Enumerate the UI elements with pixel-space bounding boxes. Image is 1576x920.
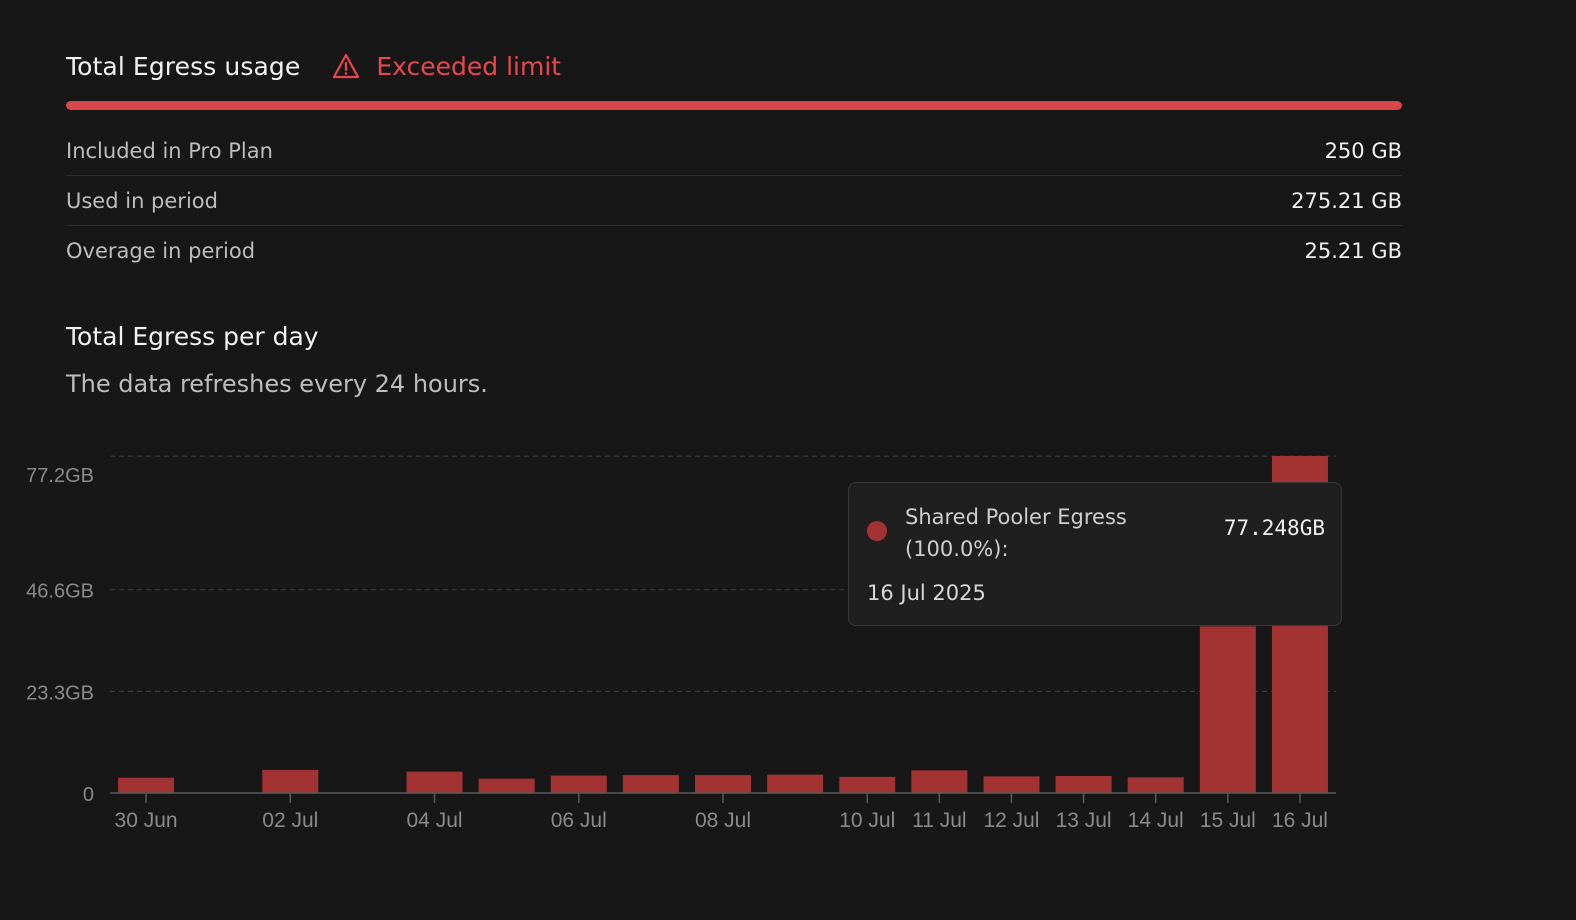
exceeded-limit-label: Exceeded limit	[376, 51, 562, 81]
usage-summary-list: Included in Pro Plan 250 GB Used in peri…	[66, 126, 1402, 275]
x-tick-label: 13 Jul	[1056, 809, 1112, 832]
x-tick-label: 15 Jul	[1200, 809, 1256, 832]
usage-title: Total Egress usage	[66, 51, 301, 81]
x-tick-label: 10 Jul	[839, 809, 895, 832]
bar	[911, 770, 968, 793]
x-tick-label: 02 Jul	[262, 809, 318, 832]
bar	[1127, 777, 1184, 793]
tooltip-value: 77.248GB	[1223, 516, 1325, 540]
bar	[622, 775, 679, 793]
overage-label: Overage in period	[66, 238, 256, 263]
bar	[118, 777, 175, 793]
bar	[839, 776, 896, 793]
bar	[695, 775, 751, 793]
bar	[767, 774, 824, 793]
x-tick-label: 11 Jul	[912, 809, 966, 832]
usage-progress-fill	[66, 101, 1402, 110]
bar	[406, 771, 463, 793]
bar	[550, 775, 607, 793]
x-tick-label: 30 Jun	[115, 809, 178, 832]
bar	[1199, 626, 1256, 793]
x-tick-label: 12 Jul	[983, 809, 1039, 832]
used-value: 275.21 GB	[1291, 188, 1402, 213]
per-day-title: Total Egress per day	[66, 322, 319, 351]
x-tick-label: 14 Jul	[1128, 809, 1184, 832]
tooltip-date: 16 Jul 2025	[867, 581, 986, 605]
x-tick-label: 16 Jul	[1272, 809, 1328, 832]
x-tick-label: 08 Jul	[695, 809, 751, 832]
x-tick-label: 06 Jul	[551, 809, 607, 832]
y-tick-label: 23.3GB	[26, 682, 94, 704]
used-label: Used in period	[66, 188, 218, 213]
y-tick-label: 46.6GB	[26, 581, 94, 603]
warning-triangle-icon	[333, 53, 360, 79]
per-day-subtitle: The data refreshes every 24 hours.	[66, 370, 488, 398]
y-tick-label: 77.2GB	[26, 465, 94, 487]
y-tick-label: 0	[83, 784, 94, 806]
exceeded-limit-badge: Exceeded limit	[332, 52, 561, 81]
usage-header: Total Egress usage Exceeded limit	[66, 48, 561, 84]
usage-progress-bar	[66, 101, 1402, 110]
included-value: 250 GB	[1324, 138, 1402, 163]
used-row: Used in period 275.21 GB	[66, 176, 1402, 226]
x-tick-label: 04 Jul	[407, 809, 463, 832]
bar	[262, 769, 319, 793]
included-label: Included in Pro Plan	[66, 138, 273, 163]
series-color-dot	[867, 521, 887, 541]
included-row: Included in Pro Plan 250 GB	[66, 126, 1402, 176]
tooltip-series-name: Shared Pooler Egress (100.0%):	[905, 505, 1127, 561]
chart-tooltip: Shared Pooler Egress (100.0%): 77.248GB …	[848, 482, 1342, 626]
bar	[983, 776, 1040, 793]
bar	[1055, 775, 1112, 793]
overage-row: Overage in period 25.21 GB	[66, 226, 1402, 275]
bar	[478, 778, 535, 793]
overage-value: 25.21 GB	[1304, 238, 1402, 263]
